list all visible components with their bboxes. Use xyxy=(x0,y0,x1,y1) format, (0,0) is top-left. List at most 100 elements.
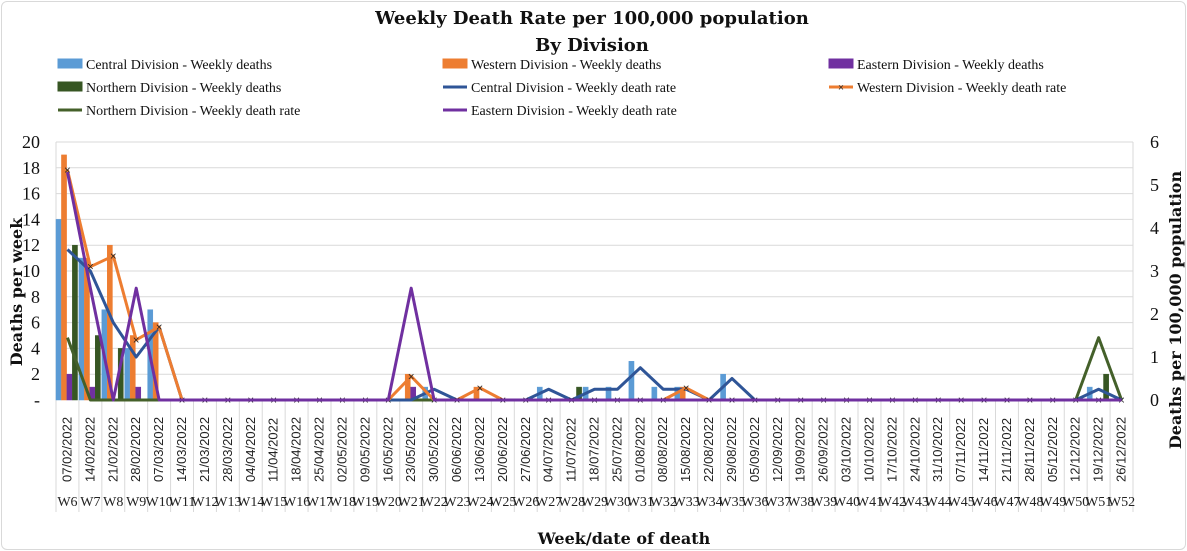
y2-tick-label: 0 xyxy=(1150,390,1159,410)
x-date-label: 07/03/2022 xyxy=(151,417,166,482)
y-tick-label: 18 xyxy=(22,158,40,178)
x-date-label: 24/10/2022 xyxy=(907,417,922,482)
legend-swatch-bar xyxy=(57,58,83,69)
x-date-label: 18/04/2022 xyxy=(289,417,304,482)
x-date-label: 14/02/2022 xyxy=(82,417,97,482)
x-date-label: 05/12/2022 xyxy=(1045,417,1060,482)
y-axis-title: Deaths per week xyxy=(7,217,26,367)
x-week-label: W34 xyxy=(695,495,722,510)
x-date-label: 19/09/2022 xyxy=(793,417,808,482)
x-week-label: W43 xyxy=(902,495,929,510)
x-date-label: 31/10/2022 xyxy=(930,417,945,482)
x-week-label: W38 xyxy=(787,495,814,510)
y-tick-label: 10 xyxy=(22,261,40,281)
y-tick-label: 2 xyxy=(31,364,40,384)
x-date-label: 02/05/2022 xyxy=(334,417,349,482)
x-week-label: W39 xyxy=(810,495,837,510)
y2-tick-label: 5 xyxy=(1150,175,1159,195)
x-date-label: 23/05/2022 xyxy=(403,417,418,482)
x-date-label: 08/08/2022 xyxy=(655,417,670,482)
legend-marker-x-icon: × xyxy=(838,83,845,92)
x-week-label: W46 xyxy=(970,495,997,510)
legend-label: Central Division - Weekly deaths xyxy=(86,58,272,73)
legend-swatch-bar xyxy=(442,58,468,69)
x-week-label: W31 xyxy=(627,495,654,510)
x-date-label: 20/06/2022 xyxy=(495,417,510,482)
x-week-label: W32 xyxy=(650,495,677,510)
x-week-label: W33 xyxy=(673,495,700,510)
legend-item: Eastern Division - Weekly deaths xyxy=(828,58,1044,73)
y-tick-label: - xyxy=(34,390,40,410)
legend-label: Northern Division - Weekly deaths xyxy=(86,81,281,96)
bar xyxy=(78,257,85,401)
bar xyxy=(55,219,62,401)
x-date-label: 26/12/2022 xyxy=(1114,417,1129,482)
x-week-label: W42 xyxy=(879,495,906,510)
x-date-label: 21/03/2022 xyxy=(197,417,212,482)
x-week-label: W30 xyxy=(604,495,631,510)
y2-axis-title: Deaths per 100,000 population xyxy=(1166,171,1185,450)
bar xyxy=(95,335,101,401)
x-week-label: W19 xyxy=(352,495,379,510)
x-week-label: W21 xyxy=(398,495,425,510)
x-week-label: W27 xyxy=(535,495,562,510)
legend-label: Eastern Division - Weekly deaths xyxy=(857,58,1044,73)
bar xyxy=(124,348,131,401)
x-date-label: 16/05/2022 xyxy=(380,417,395,482)
y-tick-label: 14 xyxy=(22,209,40,229)
line-marker-x: × xyxy=(64,166,72,176)
x-axis-title: Week/date of death xyxy=(537,529,711,548)
x-date-label: 10/10/2022 xyxy=(861,417,876,482)
legend-label: Western Division - Weekly deaths xyxy=(471,58,661,73)
series-line xyxy=(65,171,1122,402)
y2-tick-label: 6 xyxy=(1150,132,1159,152)
legend-item: × Western Division - Weekly death rate xyxy=(829,81,1066,96)
x-week-label: W20 xyxy=(375,495,402,510)
x-week-label: W40 xyxy=(833,495,860,510)
x-week-label: W17 xyxy=(306,495,333,510)
x-date-label: 11/07/2022 xyxy=(564,418,579,482)
x-week-label: W35 xyxy=(718,495,745,510)
line-marker-x: × xyxy=(110,252,118,262)
x-date-label: 11/04/2022 xyxy=(266,418,281,482)
legend-item: Central Division - Weekly death rate xyxy=(443,81,676,96)
x-date-label: 29/08/2022 xyxy=(724,417,739,482)
x-date-label: 12/12/2022 xyxy=(1068,417,1083,482)
x-date-label: 07/11/2022 xyxy=(953,418,968,482)
y2-tick-label: 2 xyxy=(1150,304,1159,324)
legend-label: Central Division - Weekly death rate xyxy=(471,81,676,96)
line-marker-x: × xyxy=(155,323,163,333)
x-date-label: 21/02/2022 xyxy=(105,417,120,482)
series-line xyxy=(66,248,1123,402)
x-week-label: W36 xyxy=(741,495,768,510)
x-week-label: W45 xyxy=(948,495,975,510)
x-date-label: 15/08/2022 xyxy=(678,417,693,482)
legend: Central Division - Weekly deaths Western … xyxy=(57,58,1066,119)
bar xyxy=(1103,373,1109,401)
x-week-label: W18 xyxy=(329,495,356,510)
y-tick-label: 4 xyxy=(31,338,40,358)
x-date-label: 22/08/2022 xyxy=(701,417,716,482)
x-week-label: W48 xyxy=(1016,495,1043,510)
legend-item: Northern Division - Weekly deaths xyxy=(57,81,281,96)
x-date-label: 27/06/2022 xyxy=(518,417,533,482)
x-date-label: 25/04/2022 xyxy=(312,417,327,482)
x-date-label: 03/10/2022 xyxy=(839,417,854,482)
x-week-label: W44 xyxy=(925,495,952,510)
bar-series xyxy=(55,154,1109,401)
x-week-label: W7 xyxy=(80,495,100,510)
legend-label: Eastern Division - Weekly death rate xyxy=(471,104,677,119)
x-week-label: W11 xyxy=(169,495,196,510)
legend-item: Western Division - Weekly deaths xyxy=(442,58,661,73)
bar xyxy=(66,373,73,401)
line-series: ×××××× × × × × × × × × ××× ××× × × × × × × ××× × × × × × × × × × × ×… xyxy=(64,166,1126,406)
x-date-label: 05/09/2022 xyxy=(747,417,762,482)
legend-swatch-bar xyxy=(57,81,83,92)
y-tick-label: 12 xyxy=(22,235,40,255)
y-tick-label: 8 xyxy=(31,287,40,307)
x-date-label: 25/07/2022 xyxy=(609,417,624,482)
x-week-label: W52 xyxy=(1108,495,1135,510)
line-marker-x: × xyxy=(407,372,415,382)
x-week-label: W50 xyxy=(1062,495,1089,510)
